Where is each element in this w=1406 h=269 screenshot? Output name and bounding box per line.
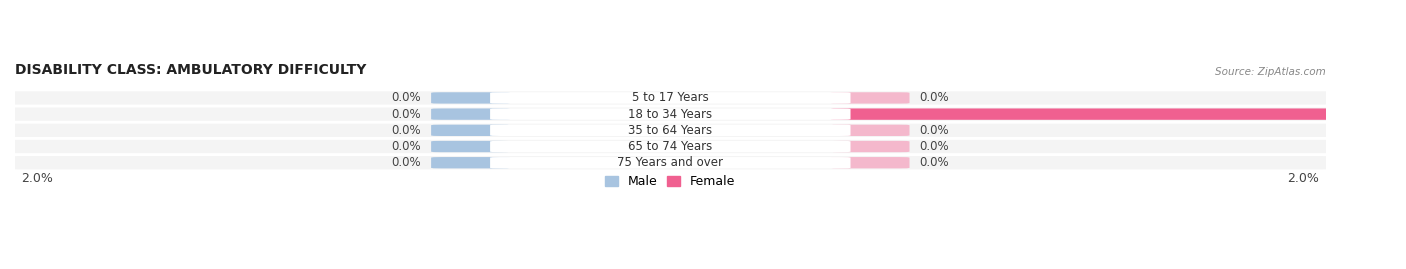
FancyBboxPatch shape: [1, 156, 1339, 169]
FancyBboxPatch shape: [491, 141, 851, 152]
FancyBboxPatch shape: [491, 108, 851, 120]
Text: 0.0%: 0.0%: [392, 140, 422, 153]
Text: 2.0%: 2.0%: [21, 172, 53, 185]
FancyBboxPatch shape: [432, 141, 510, 152]
Text: 5 to 17 Years: 5 to 17 Years: [631, 91, 709, 104]
Text: 0.0%: 0.0%: [392, 108, 422, 121]
Text: Source: ZipAtlas.com: Source: ZipAtlas.com: [1215, 67, 1326, 77]
FancyBboxPatch shape: [831, 141, 910, 152]
Text: 18 to 34 Years: 18 to 34 Years: [628, 108, 713, 121]
Text: 0.0%: 0.0%: [920, 91, 949, 104]
FancyBboxPatch shape: [1, 140, 1339, 153]
FancyBboxPatch shape: [491, 125, 851, 136]
FancyBboxPatch shape: [831, 157, 910, 168]
Text: 75 Years and over: 75 Years and over: [617, 156, 723, 169]
Text: 0.0%: 0.0%: [920, 140, 949, 153]
Text: 0.0%: 0.0%: [920, 124, 949, 137]
FancyBboxPatch shape: [1, 108, 1339, 121]
Text: 0.0%: 0.0%: [392, 156, 422, 169]
FancyBboxPatch shape: [432, 125, 510, 136]
FancyBboxPatch shape: [491, 92, 851, 104]
Text: 65 to 74 Years: 65 to 74 Years: [628, 140, 713, 153]
FancyBboxPatch shape: [1, 91, 1339, 105]
Text: 0.0%: 0.0%: [920, 156, 949, 169]
FancyBboxPatch shape: [432, 92, 510, 104]
FancyBboxPatch shape: [831, 108, 1406, 120]
FancyBboxPatch shape: [1, 124, 1339, 137]
FancyBboxPatch shape: [432, 157, 510, 168]
Text: 0.0%: 0.0%: [392, 124, 422, 137]
Text: 2.0%: 2.0%: [1286, 172, 1319, 185]
Text: DISABILITY CLASS: AMBULATORY DIFFICULTY: DISABILITY CLASS: AMBULATORY DIFFICULTY: [15, 63, 367, 77]
Text: 1.8%: 1.8%: [1371, 108, 1405, 121]
Text: 0.0%: 0.0%: [392, 91, 422, 104]
Text: 35 to 64 Years: 35 to 64 Years: [628, 124, 713, 137]
FancyBboxPatch shape: [831, 125, 910, 136]
FancyBboxPatch shape: [491, 157, 851, 168]
FancyBboxPatch shape: [432, 108, 510, 120]
FancyBboxPatch shape: [831, 92, 910, 104]
Legend: Male, Female: Male, Female: [600, 170, 741, 193]
